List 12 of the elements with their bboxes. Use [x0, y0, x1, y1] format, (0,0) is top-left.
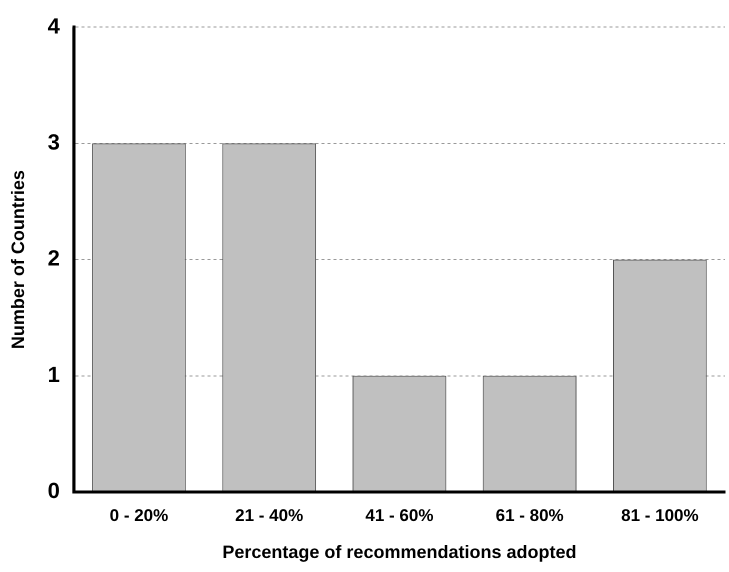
y-axis-title: Number of Countries	[8, 170, 28, 350]
y-tick-label: 4	[48, 13, 61, 38]
y-tick-label: 3	[48, 129, 60, 154]
x-tick-label: 61 - 80%	[496, 506, 564, 525]
x-tick-label: 41 - 60%	[365, 506, 434, 525]
x-axis-title: Percentage of recommendations adopted	[222, 542, 576, 562]
y-tick-label: 2	[48, 246, 60, 271]
x-tick-label: 0 - 20%	[110, 506, 168, 525]
y-tick-label: 0	[48, 478, 60, 504]
x-tick-label: 81 - 100%	[621, 506, 699, 525]
y-tick-label: 1	[48, 362, 60, 387]
x-tick-label: 21 - 40%	[235, 506, 304, 525]
